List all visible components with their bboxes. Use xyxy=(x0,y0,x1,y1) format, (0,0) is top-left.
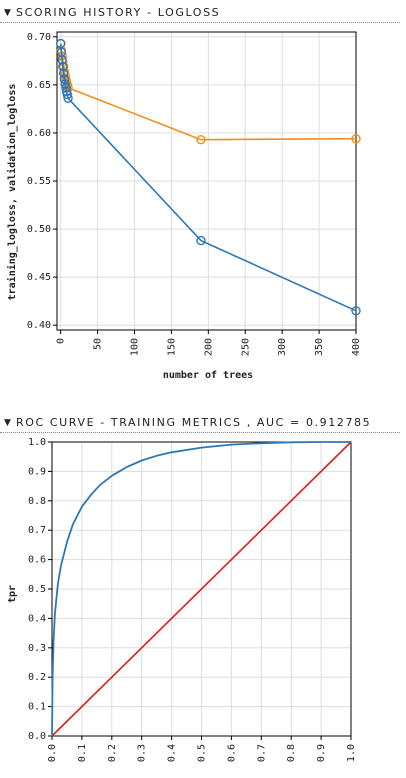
y-tick-label: 0.3 xyxy=(28,643,46,654)
x-tick-label: 0.4 xyxy=(167,744,178,762)
training-logloss-point[interactable] xyxy=(62,89,73,100)
training-logloss-point[interactable] xyxy=(61,83,71,93)
y-tick-label: 0.45 xyxy=(27,272,51,283)
roc-curve-line xyxy=(51,441,351,737)
x-tick-label: 0.0 xyxy=(47,744,58,762)
roc-curve-header[interactable]: ▼ ROC CURVE - TRAINING METRICS , AUC = 0… xyxy=(0,416,400,433)
x-tick-label: 100 xyxy=(130,338,141,356)
scoring-history-header[interactable]: ▼ SCORING HISTORY - LOGLOSS xyxy=(0,6,400,23)
y-tick-label: 0.8 xyxy=(28,496,46,507)
x-tick-label: 0.3 xyxy=(137,744,148,762)
x-tick-label: 1.0 xyxy=(346,744,357,762)
x-tick-label: 0.7 xyxy=(256,744,267,762)
x-tick-label: 150 xyxy=(166,338,177,356)
y-tick-label: 0.2 xyxy=(28,672,46,683)
training-logloss-point[interactable] xyxy=(351,306,361,316)
x-tick-label: 350 xyxy=(314,338,325,356)
y-tick-label: 0.70 xyxy=(27,32,51,43)
y-tick-label: 0.65 xyxy=(27,80,51,91)
x-tick-label: 300 xyxy=(277,338,288,356)
training-logloss-point[interactable] xyxy=(59,74,70,84)
x-tick-label: 0.9 xyxy=(316,744,327,762)
y-tick-label: 0.0 xyxy=(28,731,46,742)
scoring-history-title: SCORING HISTORY - LOGLOSS xyxy=(16,6,221,19)
training-logloss-point[interactable] xyxy=(58,68,69,79)
y-tick-label: 0.6 xyxy=(28,555,46,566)
y-tick-label: 0.5 xyxy=(28,584,46,595)
y-tick-label: 0.4 xyxy=(28,613,46,624)
collapse-caret-icon[interactable]: ▼ xyxy=(4,418,11,428)
x-tick-label: 50 xyxy=(93,338,104,350)
roc-curve-chart: 0.0 0.1 0.2 0.3 0.4 0.5 0.6 0.7 0.8 0.9 1.0 0.0 0.1… xyxy=(7,437,357,762)
roc-curve-title: ROC CURVE - TRAINING METRICS , AUC = 0.9… xyxy=(16,416,372,429)
y-tick-label: 0.1 xyxy=(28,702,46,713)
y-tick-label: 1.0 xyxy=(28,437,46,448)
x-axis-label: number of trees xyxy=(163,370,253,381)
y-tick-label: 0.55 xyxy=(27,176,51,187)
training-logloss-point[interactable] xyxy=(196,235,206,246)
y-tick-label: 0.9 xyxy=(28,466,46,477)
y-tick-label: 0.50 xyxy=(27,224,51,235)
training-logloss-point[interactable] xyxy=(55,38,66,49)
x-tick-label: 200 xyxy=(203,338,214,356)
baseline-diagonal-line xyxy=(51,441,352,737)
x-tick-label: 0.6 xyxy=(226,744,237,762)
x-tick-label: 0.1 xyxy=(77,744,88,762)
training-logloss-point[interactable] xyxy=(58,61,68,72)
y-tick-label: 0.40 xyxy=(27,320,51,331)
x-tick-label: 0 xyxy=(56,338,67,344)
x-tick-label: 0.2 xyxy=(107,744,118,762)
y-tick-label: 0.7 xyxy=(28,525,46,536)
x-tick-label: 0.5 xyxy=(197,744,208,762)
scoring-history-chart: 0.40 0.45 0.50 0.55 0.60 0.65 0.70 0 50 100 150 20… xyxy=(6,31,362,381)
x-tick-label: 400 xyxy=(351,338,362,356)
y-axis-label: tpr xyxy=(7,585,18,603)
x-tick-label: 0.8 xyxy=(286,744,297,762)
training-logloss-point[interactable] xyxy=(57,55,67,65)
training-logloss-point[interactable] xyxy=(63,93,73,104)
y-axis-label: training_logloss, validation_logloss xyxy=(6,84,18,301)
validation-logloss-point[interactable] xyxy=(196,134,206,145)
validation-logloss-point[interactable] xyxy=(351,134,361,144)
y-tick-label: 0.60 xyxy=(27,128,51,139)
collapse-caret-icon[interactable]: ▼ xyxy=(4,8,11,18)
x-tick-label: 250 xyxy=(240,338,251,356)
